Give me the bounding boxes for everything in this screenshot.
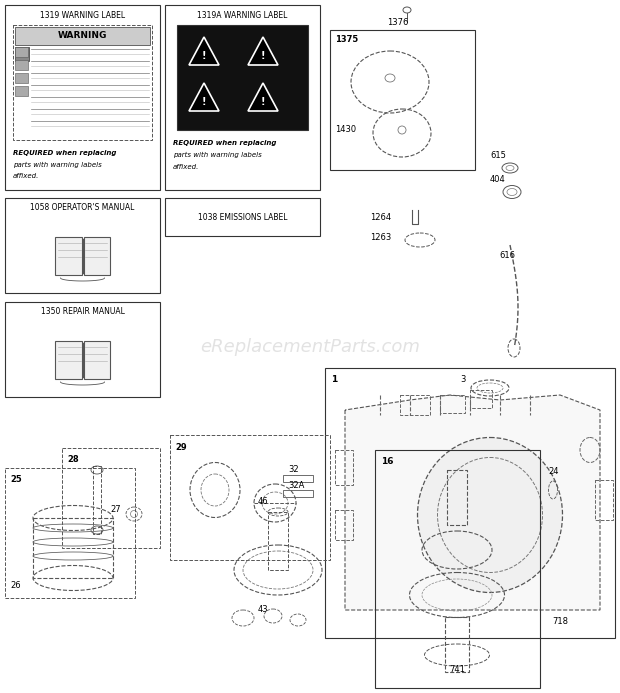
Text: 1375: 1375 (335, 35, 358, 44)
Text: !: ! (261, 51, 265, 61)
Text: 615: 615 (490, 150, 506, 159)
Polygon shape (248, 83, 278, 111)
Bar (55, 237, 81, 275)
Bar (5, 468, 135, 598)
Bar (55, 341, 81, 379)
Text: 1350 REPAIR MANUAL: 1350 REPAIR MANUAL (40, 308, 125, 317)
Bar (330, 30, 475, 170)
Bar (325, 368, 615, 638)
Text: 28: 28 (67, 455, 79, 464)
Bar (5, 302, 160, 397)
Bar (15, 86, 28, 96)
Text: REQUIRED when replacing: REQUIRED when replacing (173, 140, 277, 146)
Text: 26: 26 (10, 581, 20, 590)
Text: 1058 OPERATOR'S MANUAL: 1058 OPERATOR'S MANUAL (30, 204, 135, 213)
Text: 43: 43 (258, 606, 268, 615)
Bar (84, 341, 110, 379)
Text: 1038 EMISSIONS LABEL: 1038 EMISSIONS LABEL (198, 213, 287, 222)
Bar (165, 5, 320, 190)
Bar (15, 73, 28, 83)
Text: 616: 616 (499, 252, 515, 261)
Text: eReplacementParts.com: eReplacementParts.com (200, 337, 420, 356)
Bar (33, 518, 113, 578)
Bar (13, 25, 152, 140)
Bar (440, 395, 465, 413)
Bar (447, 470, 467, 525)
Text: 1319 WARNING LABEL: 1319 WARNING LABEL (40, 10, 125, 19)
Text: 1430: 1430 (335, 125, 356, 134)
Bar (15, 47, 28, 57)
Bar (445, 617, 469, 672)
Text: 16: 16 (381, 457, 394, 466)
Polygon shape (189, 83, 219, 111)
Bar (15, 60, 28, 70)
Text: 27: 27 (110, 505, 121, 514)
Bar (335, 510, 353, 540)
Text: parts with warning labels: parts with warning labels (13, 162, 102, 168)
Bar (283, 475, 313, 482)
Bar (470, 390, 492, 408)
Text: 32: 32 (288, 466, 299, 475)
Text: 24: 24 (548, 468, 559, 477)
Text: 718: 718 (552, 617, 568, 626)
Text: 741: 741 (449, 665, 465, 674)
Text: 1376: 1376 (387, 18, 409, 27)
Text: 32A: 32A (288, 480, 304, 489)
Bar (84, 237, 110, 275)
Text: affixed.: affixed. (13, 173, 40, 179)
Text: 46: 46 (258, 498, 268, 507)
Bar (5, 198, 160, 293)
Text: 1263: 1263 (370, 234, 391, 243)
Bar (335, 450, 353, 485)
Text: 404: 404 (490, 175, 506, 184)
Bar (5, 5, 160, 190)
Bar (170, 435, 330, 560)
Polygon shape (248, 37, 278, 65)
Ellipse shape (417, 437, 562, 593)
Bar (165, 198, 320, 236)
Text: parts with warning labels: parts with warning labels (173, 152, 262, 158)
Text: 1264: 1264 (370, 213, 391, 222)
Text: !: ! (202, 51, 206, 61)
Text: !: ! (261, 97, 265, 107)
Bar (177, 25, 308, 130)
Bar (15, 27, 150, 45)
Bar (93, 466, 101, 534)
Text: 1319A WARNING LABEL: 1319A WARNING LABEL (197, 10, 288, 19)
Bar (62, 448, 160, 548)
Bar (400, 395, 430, 415)
Bar (283, 490, 313, 497)
Bar (268, 512, 288, 570)
Bar (595, 480, 613, 520)
Text: REQUIRED when replacing: REQUIRED when replacing (13, 150, 117, 156)
Polygon shape (189, 37, 219, 65)
Bar (375, 450, 540, 688)
Text: 1: 1 (331, 376, 337, 385)
Text: WARNING: WARNING (58, 31, 107, 40)
Text: affixed.: affixed. (173, 164, 200, 170)
Text: 3: 3 (460, 376, 466, 385)
Text: 29: 29 (175, 443, 187, 452)
Polygon shape (345, 395, 600, 610)
Bar (15, 47, 29, 61)
Text: !: ! (202, 97, 206, 107)
Text: 25: 25 (10, 475, 22, 484)
